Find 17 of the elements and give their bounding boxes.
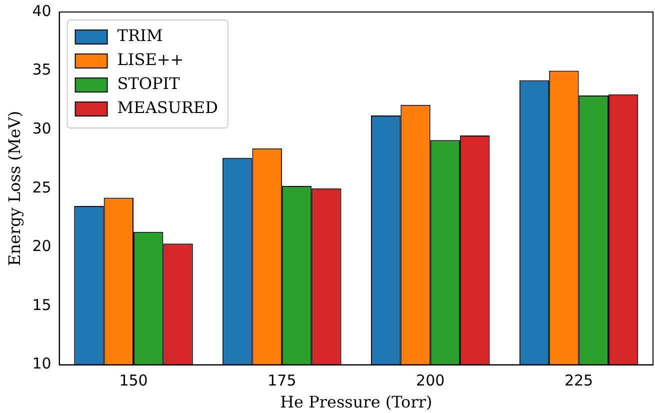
legend-label: MEASURED — [117, 98, 218, 118]
x-tick-label: 225 — [564, 372, 594, 390]
y-tick-label: 10 — [32, 354, 52, 373]
legend-label: TRIM — [117, 26, 163, 46]
y-tick-label: 25 — [32, 178, 52, 196]
x-tick-label: 150 — [119, 372, 148, 390]
y-tick-label: 20 — [32, 237, 52, 256]
legend-label: LISE++ — [117, 50, 184, 70]
x-tick-label: 175 — [268, 372, 296, 390]
y-axis-title: Energy Loss (MeV) — [4, 110, 24, 266]
y-tick-label: 35 — [32, 60, 52, 79]
y-tick-label: 40 — [32, 2, 52, 20]
x-axis-title: He Pressure (Torr) — [280, 392, 432, 412]
y-tick-label: 15 — [32, 296, 52, 314]
legend-label: STOPIT — [117, 74, 180, 94]
y-tick-label: 30 — [32, 119, 52, 138]
x-tick-label: 200 — [416, 372, 445, 390]
